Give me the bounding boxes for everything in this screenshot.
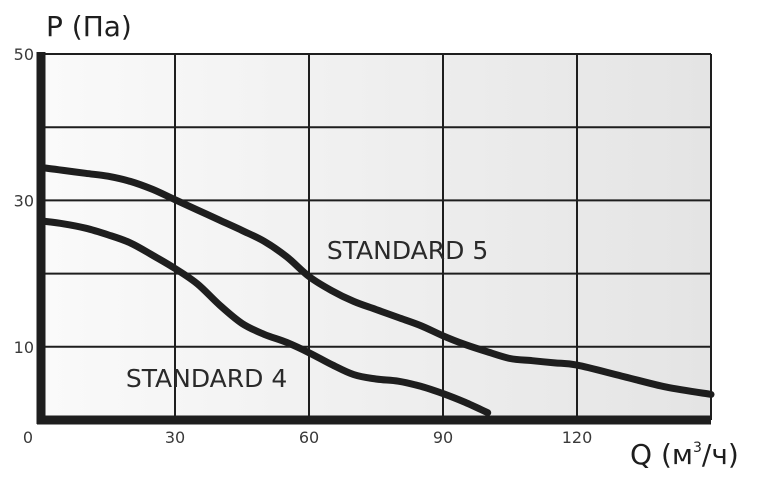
x-axis-title-base: Q (м [630, 438, 693, 471]
axes [36, 52, 711, 425]
x-tick-label: 60 [299, 428, 319, 447]
x-tick-label: 0 [23, 428, 33, 447]
plot-area [41, 54, 711, 420]
x-axis-title-sup: 3 [693, 440, 702, 456]
y-tick-label: 30 [14, 191, 34, 210]
series-labels: STANDARD 5 STANDARD 4 [126, 236, 488, 393]
series-line-standard-4 [37, 217, 492, 417]
series-line-standard-5 [37, 164, 715, 398]
x-axis-title-tail: /ч) [702, 438, 739, 471]
x-tick-label: 90 [433, 428, 453, 447]
y-tick-label: 50 [14, 45, 34, 64]
x-axis-title: Q (м3/ч) [630, 438, 739, 471]
series-label-standard-5: STANDARD 5 [327, 236, 488, 265]
x-tick-label: 30 [165, 428, 185, 447]
tick-labels: 0 30 60 90 120 10 30 50 [14, 45, 593, 447]
y-tick-label: 10 [14, 338, 34, 357]
x-tick-label: 120 [562, 428, 593, 447]
series-lines [37, 164, 715, 417]
y-axis-title: P (Па) [46, 10, 132, 43]
series-label-standard-4: STANDARD 4 [126, 364, 287, 393]
